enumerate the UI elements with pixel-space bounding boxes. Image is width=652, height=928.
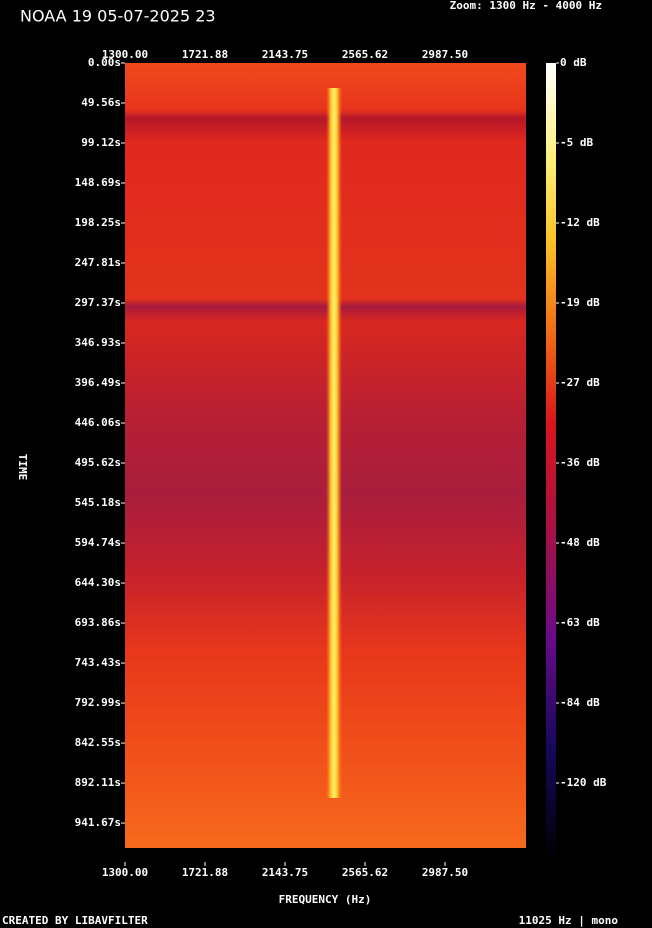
- chart-title: NOAA 19 05-07-2025 23: [20, 7, 216, 26]
- colorbar-tick-label: -5 dB: [560, 136, 593, 149]
- y-tick-label: 346.93s: [75, 336, 121, 349]
- colorbar-tick-label: -12 dB: [560, 216, 600, 229]
- colorbar-tick-label: -120 dB: [560, 776, 607, 789]
- footer-left: CREATED BY LIBAVFILTER: [2, 914, 148, 927]
- colorbar-tick-label: -19 dB: [560, 296, 600, 309]
- y-tick-label: 644.30s: [75, 576, 121, 589]
- x-tick-label-top: 2143.75: [262, 48, 308, 61]
- subtitle: Zoom: 1300 Hz - 4000 Hz: [450, 0, 602, 12]
- y-tick-label: 297.37s: [75, 296, 121, 309]
- y-tick-label: 99.12s: [81, 136, 121, 149]
- y-tick-label: 594.74s: [75, 536, 121, 549]
- y-tick-label: 892.11s: [75, 776, 121, 789]
- y-tick-label: 743.43s: [75, 656, 121, 669]
- y-tick-label: 247.81s: [75, 256, 121, 269]
- signal-trace: [326, 88, 342, 798]
- y-tick-label: 0.00s: [88, 56, 121, 69]
- x-tick-label-top: 1721.88: [182, 48, 228, 61]
- colorbar-tick-label: -48 dB: [560, 536, 600, 549]
- footer-right: 11025 Hz | mono: [519, 914, 619, 927]
- colorbar-tick-label: -27 dB: [560, 376, 600, 389]
- colorbar-tick-label: -84 dB: [560, 696, 600, 709]
- y-axis-label: TIME: [16, 454, 29, 481]
- spectrogram: [125, 63, 526, 848]
- colorbar-tick-label: -36 dB: [560, 456, 600, 469]
- x-tick-label: 1721.88: [182, 866, 228, 879]
- colorbar-tick-label: 0 dB: [560, 56, 587, 69]
- x-tick-label-top: 2987.50: [422, 48, 468, 61]
- y-tick-label: 49.56s: [81, 96, 121, 109]
- x-tick-label-top: 2565.62: [342, 48, 388, 61]
- spectrogram-gap: [125, 848, 526, 862]
- y-tick-label: 396.49s: [75, 376, 121, 389]
- x-tick-label: 1300.00: [102, 866, 148, 879]
- y-tick-label: 446.06s: [75, 416, 121, 429]
- y-tick-label: 495.62s: [75, 456, 121, 469]
- y-tick-label: 792.99s: [75, 696, 121, 709]
- x-tick-label: 2987.50: [422, 866, 468, 879]
- y-tick-label: 842.55s: [75, 736, 121, 749]
- x-tick-label: 2565.62: [342, 866, 388, 879]
- x-tick-label: 2143.75: [262, 866, 308, 879]
- y-tick-label: 545.18s: [75, 496, 121, 509]
- y-tick-label: 941.67s: [75, 816, 121, 829]
- colorbar: [546, 63, 556, 862]
- y-tick-label: 198.25s: [75, 216, 121, 229]
- y-tick-label: 693.86s: [75, 616, 121, 629]
- y-tick-label: 148.69s: [75, 176, 121, 189]
- x-axis-label: FREQUENCY (Hz): [279, 893, 372, 906]
- x-tick-label-top: 1300.00: [102, 48, 148, 61]
- colorbar-tick-label: -63 dB: [560, 616, 600, 629]
